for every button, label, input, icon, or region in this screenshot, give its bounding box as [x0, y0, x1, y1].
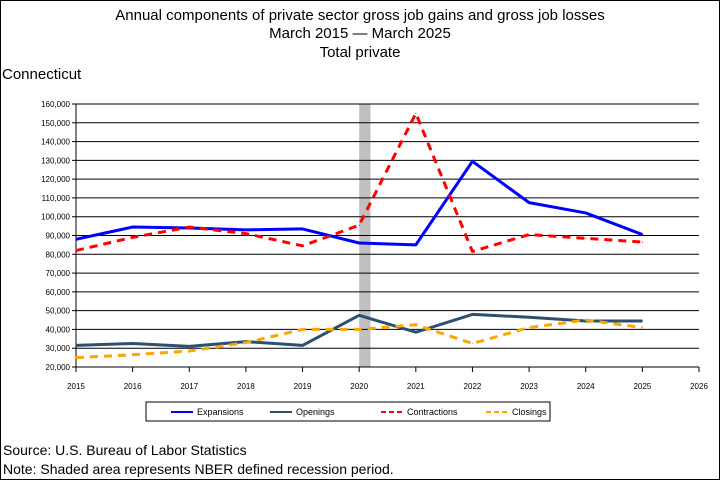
chart-title-line-2: March 2015 — March 2025 [269, 25, 451, 42]
data-point-closings [415, 324, 417, 326]
data-point-openings [132, 342, 134, 345]
y-tick-label: 70,000 [46, 269, 71, 278]
data-point-openings [188, 345, 190, 347]
data-point-contractions [245, 233, 247, 235]
chart-title-line-3: Total private [320, 44, 401, 61]
y-tick-label: 160,000 [41, 100, 70, 109]
data-point-expansions [585, 212, 587, 214]
axes: 20,000 30,000 40,000 50,000 60,000 70,000 80,0… [41, 100, 708, 391]
data-point-expansions [132, 226, 134, 228]
data-point-closings [245, 341, 247, 344]
data-point-contractions [641, 241, 643, 243]
chart-title-line-1: Annual components of private sector gros… [115, 7, 604, 24]
data-point-contractions [75, 249, 77, 252]
y-tick-label: 110,000 [42, 194, 71, 203]
y-tick-label: 150,000 [41, 119, 70, 128]
x-tick-label: 2020 [350, 382, 368, 391]
data-point-openings [358, 314, 360, 316]
series-lines [75, 111, 643, 360]
data-point-contractions [415, 112, 417, 114]
source-note: Source: U.S. Bureau of Labor Statistics [3, 442, 247, 458]
data-point-contractions [528, 233, 530, 236]
data-point-contractions [471, 250, 474, 253]
y-tick-label: 90,000 [46, 232, 71, 241]
data-point-expansions [471, 160, 474, 162]
data-point-openings [641, 320, 643, 322]
data-point-expansions [358, 242, 360, 244]
x-tick-label: 2021 [407, 382, 425, 391]
y-tick-label: 100,000 [41, 213, 70, 222]
data-point-expansions [245, 229, 247, 231]
data-point-contractions [585, 237, 587, 239]
data-point-contractions [188, 226, 190, 228]
data-point-openings [528, 316, 530, 318]
data-point-expansions [415, 244, 417, 246]
data-point-contractions [358, 224, 360, 226]
data-point-closings [471, 342, 474, 345]
data-point-closings [358, 328, 360, 331]
y-tick-label: 60,000 [46, 288, 71, 297]
data-point-closings [75, 357, 77, 359]
y-tick-label: 20,000 [46, 363, 71, 372]
data-point-closings [132, 354, 134, 356]
x-tick-label: 2026 [690, 382, 708, 391]
x-tick-label: 2018 [237, 382, 255, 391]
legend-label-contractions: Contractions [407, 407, 458, 417]
y-tick-label: 130,000 [41, 156, 70, 165]
data-point-expansions [528, 202, 530, 204]
data-point-closings [301, 328, 304, 331]
x-tick-label: 2019 [294, 382, 312, 391]
data-point-openings [301, 344, 304, 346]
data-point-contractions [132, 236, 134, 238]
legend-label-closings: Closings [512, 407, 547, 417]
data-point-expansions [301, 228, 304, 230]
data-point-closings [585, 319, 587, 321]
y-tick-label: 80,000 [46, 250, 71, 259]
x-tick-label: 2022 [464, 382, 482, 391]
legend: Expansions Openings Contractions Closings [171, 407, 547, 417]
data-point-contractions [301, 245, 304, 247]
data-point-expansions [75, 238, 77, 240]
y-tick-label: 120,000 [41, 175, 70, 184]
legend-label-openings: Openings [296, 407, 335, 417]
x-tick-label: 2016 [124, 382, 142, 391]
data-point-openings [415, 331, 417, 333]
data-point-closings [188, 350, 190, 352]
gridlines [76, 103, 699, 368]
x-tick-label: 2017 [180, 382, 198, 391]
data-point-closings [528, 326, 530, 329]
x-tick-label: 2025 [633, 382, 651, 391]
region-label: Connecticut [2, 66, 82, 83]
x-tick-label: 2024 [577, 382, 595, 391]
y-tick-label: 50,000 [46, 307, 71, 316]
y-tick-label: 140,000 [41, 138, 70, 147]
x-tick-label: 2015 [67, 382, 85, 391]
data-point-openings [75, 344, 77, 346]
recession-note: Note: Shaded area represents NBER define… [3, 461, 394, 477]
legend-label-expansions: Expansions [197, 407, 244, 417]
data-point-openings [471, 313, 474, 315]
y-tick-label: 30,000 [46, 344, 71, 353]
data-point-expansions [641, 233, 643, 236]
x-tick-label: 2023 [520, 382, 538, 391]
y-tick-label: 40,000 [46, 325, 71, 334]
data-point-closings [641, 326, 643, 329]
legend-box [145, 401, 551, 422]
